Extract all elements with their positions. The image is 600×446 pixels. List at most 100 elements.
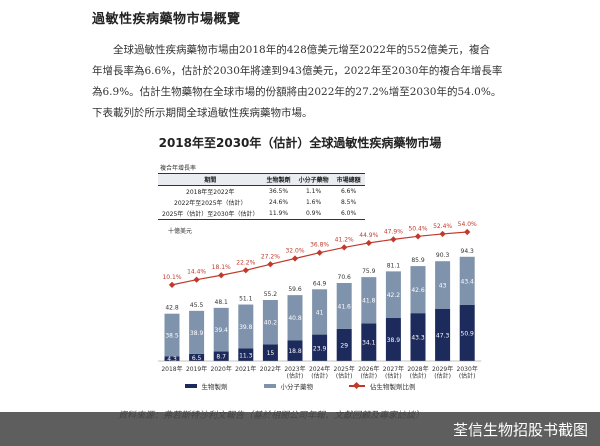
cagr-header-total: 市場總額 — [332, 173, 365, 186]
data-label-biologics: 4.3 — [167, 356, 177, 363]
bar-biologics — [361, 323, 377, 361]
table-cell: 2025年（估計）至2030年（估計） — [158, 208, 263, 220]
bar-biologics — [262, 344, 278, 361]
data-label-small-molecule: 39.4 — [215, 327, 229, 334]
cagr-table-caption: 複合年增長率 — [160, 165, 197, 172]
data-label-small-molecule: 40.2 — [264, 320, 278, 327]
data-label-biologics: 18.8 — [288, 348, 302, 355]
data-label-biologics: 6.5 — [192, 355, 202, 362]
bar-biologics — [435, 308, 451, 361]
x-tick-label: 2022年 — [260, 365, 281, 373]
data-label-biologics: 50.9 — [461, 330, 475, 337]
data-label-biologics: 15 — [267, 350, 275, 357]
share-point — [390, 236, 397, 243]
bar-small-molecule — [213, 307, 229, 352]
data-label-total: 59.6 — [288, 286, 302, 293]
data-label-biologics: 43.3 — [411, 335, 425, 342]
cagr-table-header-row: 期間 生物製劑 小分子藥物 市場總額 — [158, 173, 365, 186]
share-label: 41.2% — [335, 236, 354, 243]
share-label: 10.1% — [162, 274, 181, 281]
data-label-small-molecule: 41.6 — [338, 303, 352, 310]
bar-small-molecule — [262, 300, 278, 345]
share-label: 14.4% — [187, 269, 206, 276]
table-row: 2022年至2025年（估計） 24.6% 1.6% 8.5% — [158, 197, 365, 208]
share-point — [242, 267, 249, 274]
x-tick-label: 2030年 — [457, 365, 478, 373]
table-cell: 2018年至2022年 — [186, 189, 235, 196]
x-tick-label-sub: (估計) — [410, 372, 427, 380]
x-tick-label-sub: (估計) — [385, 372, 402, 380]
x-tick-label-sub: (估計) — [287, 372, 304, 380]
table-cell: 6.0% — [332, 208, 365, 220]
table-row: 2018年至2022年 36.5% 1.1% 6.6% — [158, 186, 365, 198]
data-label-small-molecule: 39.8 — [239, 324, 253, 331]
data-label-small-molecule: 43.4 — [461, 278, 475, 285]
data-label-total: 85.9 — [411, 257, 425, 264]
data-label-biologics: 23.9 — [313, 345, 327, 352]
table-cell: 2022年至2025年（估計） — [174, 200, 247, 207]
data-label-small-molecule: 41.8 — [362, 298, 376, 305]
legend-swatch-share-line — [349, 385, 365, 387]
watermark-text: 荃信生物招股书截图 — [452, 421, 588, 439]
data-label-small-molecule: 43 — [439, 282, 447, 289]
bar-small-molecule — [435, 261, 451, 309]
share-point — [168, 281, 176, 288]
cagr-header-biologics: 生物製劑 — [262, 173, 295, 186]
x-tick-label-sub: (估計) — [336, 372, 353, 380]
x-tick-label-sub: (估計) — [360, 372, 377, 380]
share-point — [341, 244, 348, 251]
table-cell: 8.5% — [340, 199, 357, 206]
bar-biologics — [189, 353, 205, 361]
data-label-biologics: 47.3 — [436, 332, 450, 339]
share-point — [291, 255, 299, 262]
data-label-biologics: 8.7 — [216, 354, 226, 361]
bar-biologics — [164, 356, 180, 361]
legend-item-small-molecule: 小分子藥物 — [263, 381, 313, 391]
share-point — [439, 230, 446, 238]
bar-biologics — [312, 334, 328, 361]
data-label-total: 70.6 — [338, 274, 352, 281]
data-label-total: 90.3 — [436, 252, 450, 259]
x-tick-label: 2023年 — [284, 365, 305, 373]
data-label-small-molecule: 38.9 — [190, 330, 204, 337]
data-label-total: 55.2 — [264, 291, 278, 298]
bar-biologics — [336, 328, 352, 361]
data-label-biologics: 11.3 — [239, 352, 253, 359]
share-label: 27.2% — [261, 253, 280, 260]
bar-small-molecule — [312, 289, 328, 335]
data-label-total: 42.8 — [165, 305, 179, 312]
cagr-header-small-molecule: 小分子藥物 — [294, 173, 333, 186]
x-tick-label: 2025年 — [334, 365, 355, 373]
cagr-header-period: 期間 — [158, 173, 263, 186]
x-tick-label-sub: (估計) — [434, 372, 451, 380]
table-cell: 36.5% — [269, 188, 289, 195]
table-cell: 0.9% — [294, 208, 333, 220]
legend-label: 生物製劑 — [201, 383, 228, 391]
paragraph-line: 下表載列於所示期間全球過敏性疾病藥物市場。 — [92, 107, 313, 119]
bar-biologics — [410, 313, 426, 361]
paragraph-line: 年增長率為6.6%，估計於2030年將達到943億美元，2022年至2030年的… — [92, 65, 503, 77]
x-tick-label-sub: (估計) — [459, 372, 476, 380]
data-label-total: 94.3 — [461, 248, 475, 255]
share-point — [193, 276, 200, 283]
data-label-small-molecule: 40.8 — [288, 315, 302, 322]
bar-biologics — [459, 304, 475, 361]
bar-small-molecule — [164, 313, 180, 357]
data-label-biologics: 34.1 — [362, 340, 376, 347]
chart-title: 2018年至2030年（估計）全球過敏性疾病藥物市場 — [158, 136, 442, 150]
data-label-total: 64.9 — [313, 280, 327, 287]
x-tick-label: 2024年 — [309, 365, 330, 373]
x-tick-label: 2027年 — [383, 365, 404, 373]
share-label: 32.0% — [285, 248, 304, 255]
share-point — [464, 228, 471, 236]
bar-small-molecule — [238, 304, 254, 349]
data-label-small-molecule: 38.5 — [165, 332, 179, 339]
bar-biologics — [385, 318, 401, 361]
legend-swatch-biologics — [184, 384, 197, 388]
x-tick-label: 2018年 — [161, 365, 182, 373]
share-label: 54.0% — [458, 221, 477, 228]
paragraph-line: 為6.9%。估計生物藥物在全球市場的份額將由2022年的27.2%增至2030年… — [92, 86, 502, 98]
table-cell: 11.9% — [262, 208, 295, 220]
share-label: 18.1% — [212, 264, 231, 271]
